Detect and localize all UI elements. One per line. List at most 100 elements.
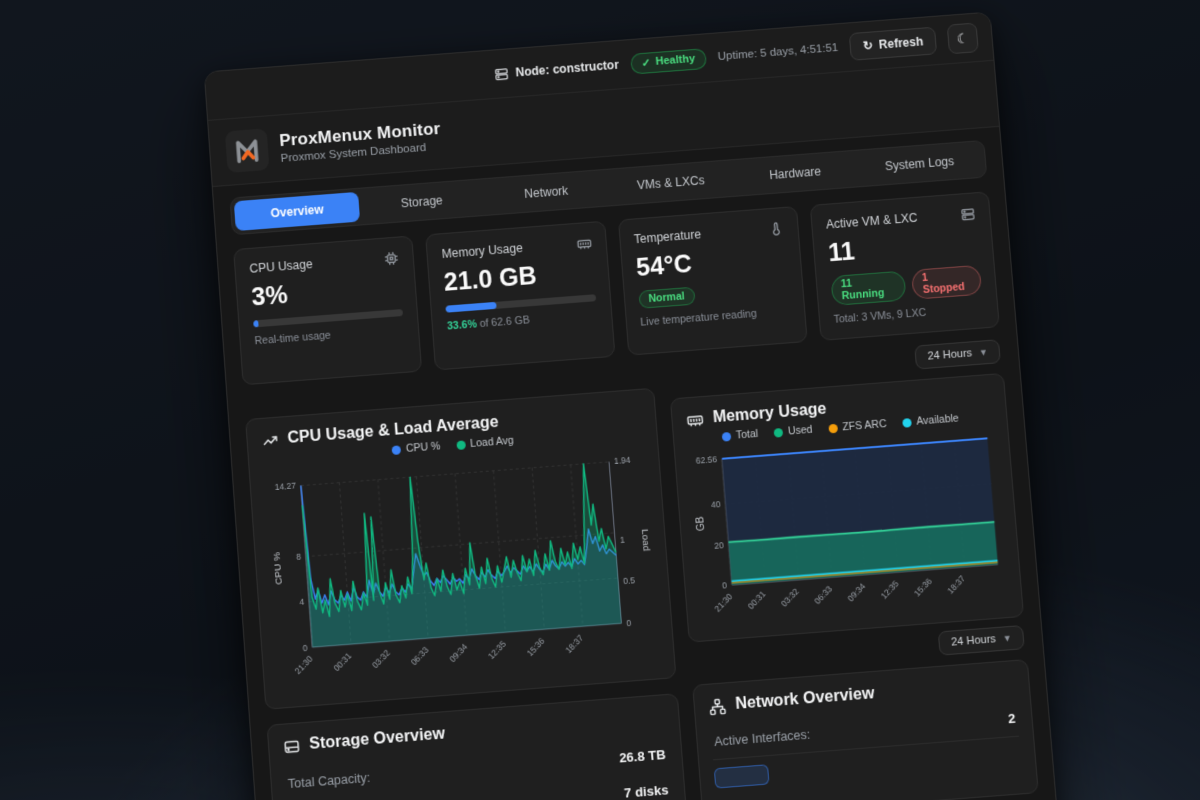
tab-hardware[interactable]: Hardware <box>768 164 822 183</box>
cpu-progress-fill <box>253 320 259 328</box>
tab-storage[interactable]: Storage <box>400 193 444 211</box>
x-tick-label: 12:35 <box>879 578 901 601</box>
x-tick-label: 12:35 <box>486 639 508 662</box>
memory-total-text: of 62.6 GB <box>476 314 531 331</box>
legend-item-available: Available <box>902 412 959 428</box>
check-circle-icon: ✓ <box>641 56 652 70</box>
left-tick-label: 0 <box>302 643 308 653</box>
memory-caption: 33.6% of 62.6 GB <box>447 309 598 332</box>
legend-item-zfs-arc: ZFS ARC <box>828 418 887 434</box>
legend-dot <box>455 439 466 450</box>
time-range-select-top[interactable]: 24 Hours ▼ <box>914 339 1001 370</box>
temperature-card: Temperature 54°C Normal Live temperature… <box>617 206 808 356</box>
x-tick-label: 18:37 <box>563 633 585 656</box>
temperature-value: 54°C <box>635 249 693 283</box>
storage-card-title: Storage Overview <box>308 725 446 753</box>
cpu-usage-card: CPU Usage 3% Real-time usage <box>233 235 423 386</box>
vm-caption: Total: 3 VMs, 9 LXC <box>833 306 927 326</box>
network-interfaces-label: Active Interfaces: <box>713 727 811 749</box>
series-area-cpu-pct <box>300 461 622 648</box>
vm-stopped-badge: 1 Stopped <box>911 264 983 300</box>
cpu-value: 3% <box>250 280 289 312</box>
x-tick-label: 03:32 <box>779 586 801 609</box>
node-indicator: Node: constructor <box>493 57 619 81</box>
storage-disks-value: 7 disks <box>623 782 669 800</box>
left-column: CPU Usage & Load Average CPU % Load Avg 2… <box>243 358 688 800</box>
x-tick-label: 09:34 <box>447 641 469 664</box>
tab-network[interactable]: Network <box>523 183 569 201</box>
legend-item-load-avg: Load Avg <box>455 435 514 451</box>
left-tick-label: 4 <box>299 597 305 607</box>
node-label: Node: constructor <box>515 57 620 80</box>
header-titles: ProxMenux Monitor Proxmox System Dashboa… <box>279 119 442 165</box>
memory-chart-icon <box>687 414 704 426</box>
memory-stick-icon <box>576 236 592 252</box>
cpu-load-chart: 21:30 00:31 03:32 06:33 09:34 12:35 15:36 18:37… <box>271 455 652 676</box>
temperature-card-title: Temperature <box>633 227 702 247</box>
y-tick-label: 0 <box>722 580 728 590</box>
left-tick-label: 8 <box>296 552 302 562</box>
tab-system-logs[interactable]: System Logs <box>884 154 955 174</box>
dashboard-window: Node: constructor ✓ Healthy Uptime: 5 da… <box>203 11 1067 800</box>
thermometer-icon <box>768 221 784 237</box>
theme-toggle-button[interactable]: ☾ <box>946 22 979 55</box>
cpu-load-chart-card: CPU Usage & Load Average CPU % Load Avg 2… <box>245 387 677 710</box>
x-tick-label: 06:33 <box>813 583 835 606</box>
servers-icon <box>960 206 976 222</box>
charts-section: CPU Usage & Load Average CPU % Load Avg 2… <box>243 331 1039 800</box>
x-tick-label: 06:33 <box>409 644 431 667</box>
series-area-used <box>728 521 999 585</box>
network-overview-card: Network Overview Active Interfaces: 2 <box>692 658 1039 800</box>
chevron-down-icon: ▼ <box>978 347 989 358</box>
series-area-total <box>722 438 999 585</box>
network-interfaces-value: 2 <box>1007 710 1017 727</box>
x-tick-label: 21:30 <box>293 653 315 676</box>
legend-dot <box>391 444 402 455</box>
temperature-status-badge: Normal <box>637 286 696 309</box>
health-status-badge: ✓ Healthy <box>629 47 707 75</box>
y-tick-label: 62.56 <box>696 454 718 466</box>
legend-dot <box>721 431 732 442</box>
network-card-title: Network Overview <box>734 685 876 713</box>
y-tick-label: 40 <box>711 499 722 510</box>
storage-overview-card: Storage Overview Total Capacity: 26.8 TB… <box>266 693 688 800</box>
refresh-label: Refresh <box>878 34 924 52</box>
network-interface-badge[interactable] <box>714 764 770 789</box>
temperature-caption: Live temperature reading <box>639 307 758 329</box>
vm-running-badge: 11 Running <box>830 270 907 306</box>
left-axis-title: CPU % <box>271 552 284 586</box>
memory-chart: 21:30 00:31 03:32 06:33 09:34 12:35 15:36 18:37… <box>696 437 1008 614</box>
right-tick-label: 0 <box>626 618 632 628</box>
time-range-label-2: 24 Hours <box>950 633 997 649</box>
memory-value: 21.0 GB <box>442 261 538 297</box>
x-tick-label: 00:31 <box>746 588 768 611</box>
x-tick-label: 09:34 <box>846 581 868 604</box>
x-tick-label: 18:37 <box>946 573 968 596</box>
memory-usage-card: Memory Usage 21.0 GB 33.6% of 62.6 GB <box>425 220 615 371</box>
right-column: 24 Hours ▼ Memory Usage Total Used ZFS ARC… <box>667 331 1039 800</box>
legend-dot <box>828 423 838 433</box>
legend-dot <box>773 427 784 438</box>
legend-item-used: Used <box>773 424 813 439</box>
time-range-select-bottom[interactable]: 24 Hours ▼ <box>938 624 1025 656</box>
cpu-chip-icon <box>384 250 400 266</box>
tab-vms-and-lxcs[interactable]: VMs & LXCs <box>636 173 706 193</box>
moon-icon: ☾ <box>955 29 970 47</box>
time-range-label: 24 Hours <box>927 347 973 363</box>
y-axis-title: GB <box>696 516 708 532</box>
proxmenux-logo <box>224 128 270 173</box>
health-label: Healthy <box>655 52 696 68</box>
memory-percent-text: 33.6% <box>446 318 478 333</box>
server-icon <box>493 66 509 82</box>
refresh-icon: ↻ <box>862 38 874 53</box>
logo-m-icon <box>231 135 263 167</box>
network-nodes-icon <box>709 697 727 715</box>
cpu-caption: Real-time usage <box>254 329 332 348</box>
stat-cards-row: CPU Usage 3% Real-time usage Memory Usag… <box>233 191 1000 386</box>
x-tick-label: 15:36 <box>525 636 547 659</box>
memory-chart-card: Memory Usage Total Used ZFS ARC Available 2… <box>670 372 1025 643</box>
tab-overview[interactable]: Overview <box>233 191 361 232</box>
right-tick-label: 1.94 <box>614 455 632 466</box>
x-tick-label: 00:31 <box>331 650 353 673</box>
refresh-button[interactable]: ↻ Refresh <box>848 26 938 61</box>
